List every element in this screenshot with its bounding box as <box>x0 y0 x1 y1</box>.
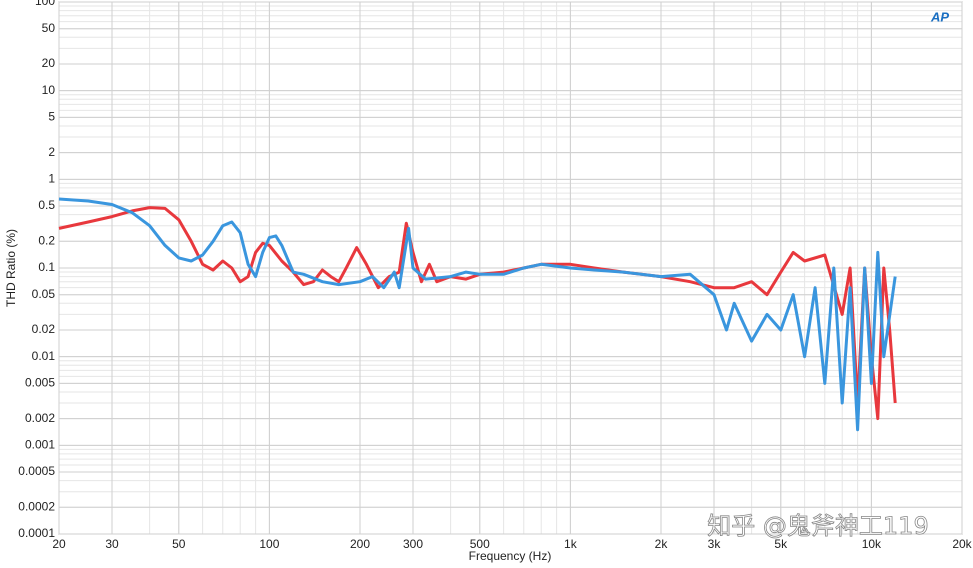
y-tick-label: 0.005 <box>25 376 55 390</box>
x-tick-label: 300 <box>403 537 423 551</box>
x-tick-label: 500 <box>470 537 490 551</box>
y-tick-label: 5 <box>48 110 55 124</box>
y-tick-label: 0.05 <box>32 287 56 301</box>
y-tick-label: 2 <box>48 145 55 159</box>
y-tick-label: 10 <box>42 83 56 97</box>
y-tick-label: 0.0002 <box>18 499 55 513</box>
y-tick-label: 0.001 <box>25 438 55 452</box>
x-tick-label: 100 <box>259 537 279 551</box>
y-tick-label: 0.02 <box>32 322 56 336</box>
x-axis-label: Frequency (Hz) <box>469 549 552 563</box>
y-tick-label: 0.0005 <box>18 464 55 478</box>
x-tick-label: 50 <box>172 537 186 551</box>
y-tick-label: 50 <box>42 21 56 35</box>
x-tick-label: 200 <box>350 537 370 551</box>
x-tick-label: 20k <box>952 537 972 551</box>
series-line <box>58 197 897 432</box>
y-tick-label: 0.1 <box>38 260 55 274</box>
y-tick-label: 0.0001 <box>18 526 55 540</box>
y-axis-label: THD Ratio (%) <box>4 229 18 307</box>
x-tick-label: 1k <box>564 537 578 551</box>
x-tick-label: 2k <box>655 537 669 551</box>
y-tick-label: 100 <box>35 0 55 8</box>
y-tick-label: 0.01 <box>32 349 56 363</box>
series-line <box>58 206 897 421</box>
marks <box>58 197 897 432</box>
grid <box>58 1 963 535</box>
x-tick-label: 20 <box>52 537 66 551</box>
x-tick-label: 5k <box>774 537 788 551</box>
y-tick-label: 1 <box>48 172 55 186</box>
x-tick-label: 10k <box>862 537 882 551</box>
y-tick-label: 0.2 <box>38 233 55 247</box>
y-tick-label: 0.002 <box>25 411 55 425</box>
y-tick-label: 20 <box>42 56 56 70</box>
watermark: 知乎 @鬼斧神工119 <box>707 512 928 540</box>
x-tick-label: 30 <box>105 537 119 551</box>
logo: AP <box>930 9 949 24</box>
x-tick-label: 3k <box>708 537 722 551</box>
y-tick-label: 0.5 <box>38 198 55 212</box>
